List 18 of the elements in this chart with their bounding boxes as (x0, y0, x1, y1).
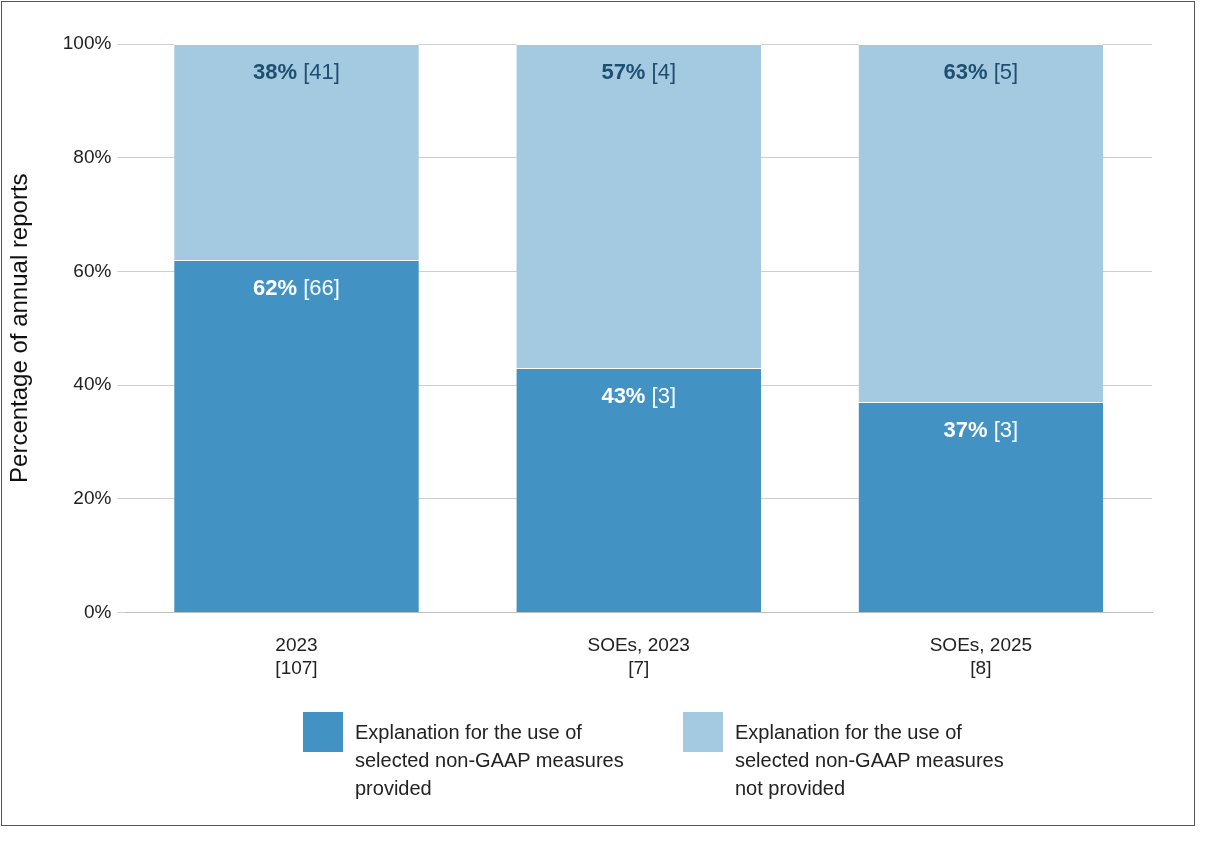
data-label: 63% [5] (943, 59, 1019, 85)
y-tick-label: 100% (62, 32, 112, 54)
y-tick-label: 40% (73, 373, 112, 395)
x-tick-label: 2023 [107] (275, 634, 318, 678)
data-label: 38% [41] (253, 59, 340, 85)
y-axis-title: Percentage of annual reports (5, 173, 33, 483)
x-tick-label: SOEs, 2025 [8] (929, 634, 1033, 678)
data-label: 62% [66] (253, 275, 340, 301)
y-tick-label: 20% (73, 486, 112, 508)
legend-label: Explanation for the use of selected non-GAAP measures not provided (735, 720, 1005, 801)
data-label: 57% [4] (601, 59, 677, 85)
y-tick-label: 60% (73, 259, 112, 281)
legend-label: Explanation for the use of selected non-GAAP measures provided (355, 720, 625, 801)
data-label: 37% [3] (943, 417, 1019, 443)
x-tick-label: SOEs, 2023 [7] (587, 634, 690, 678)
data-label: 43% [3] (601, 383, 677, 409)
y-tick-label: 80% (73, 145, 112, 167)
y-tick-label: 0% (83, 600, 112, 622)
